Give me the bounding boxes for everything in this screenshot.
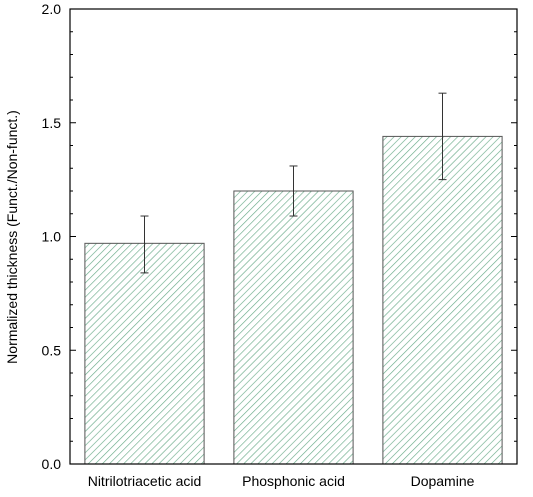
- y-tick-label: 0.0: [42, 456, 62, 472]
- error-bar-3: [438, 92, 447, 181]
- x-tick-label: Phosphonic acid: [242, 473, 345, 489]
- error-bar-1: [140, 215, 149, 274]
- error-bar-2: [289, 165, 298, 217]
- y-tick-label: 0.5: [42, 342, 62, 358]
- y-axis-title: Normalized thickness (Funct./Non-funct.): [4, 110, 20, 364]
- y-tick-label: 1.5: [42, 115, 62, 131]
- y-tick-label: 2.0: [42, 1, 62, 17]
- bar-1: [84, 242, 205, 465]
- bar-3: [382, 135, 503, 465]
- y-tick-label: 1.0: [42, 229, 62, 245]
- x-tick-label: Dopamine: [411, 473, 475, 489]
- x-tick-label: Nitrilotriacetic acid: [88, 473, 202, 489]
- bar-2: [233, 190, 354, 465]
